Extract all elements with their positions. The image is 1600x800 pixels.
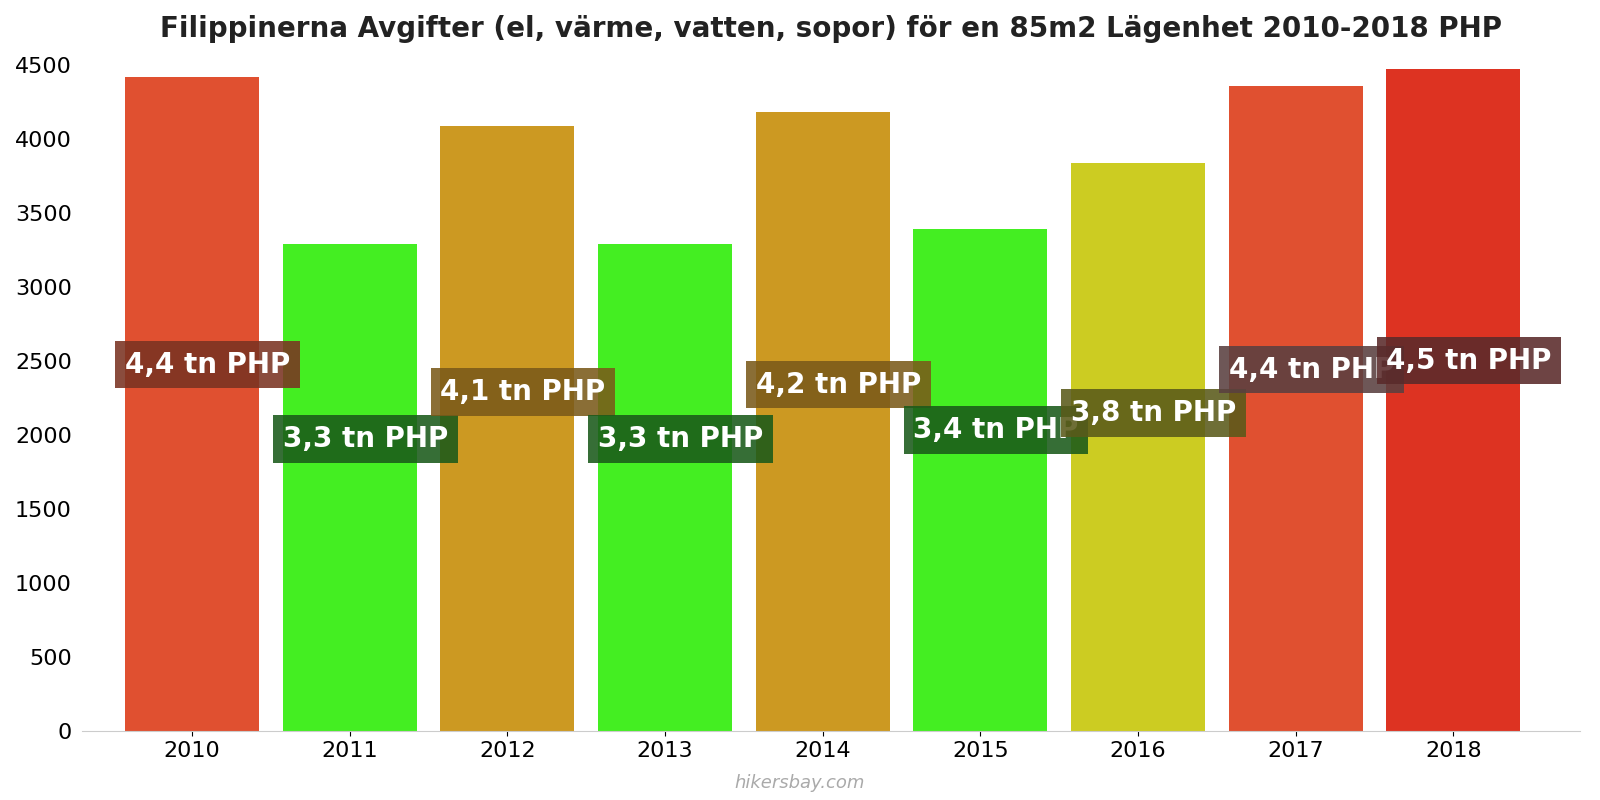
Text: 3,4 tn PHP: 3,4 tn PHP <box>914 416 1078 444</box>
Bar <box>283 244 416 731</box>
Bar <box>1386 70 1520 731</box>
Bar <box>125 77 259 731</box>
Text: 4,4 tn PHP: 4,4 tn PHP <box>1229 356 1394 384</box>
Text: 4,1 tn PHP: 4,1 tn PHP <box>440 378 605 406</box>
Text: 3,8 tn PHP: 3,8 tn PHP <box>1070 398 1237 426</box>
Bar <box>914 229 1048 731</box>
Bar <box>1229 86 1363 731</box>
Text: 4,5 tn PHP: 4,5 tn PHP <box>1386 346 1552 374</box>
Text: 4,2 tn PHP: 4,2 tn PHP <box>755 370 922 398</box>
Text: hikersbay.com: hikersbay.com <box>734 774 866 792</box>
Bar <box>1070 162 1205 731</box>
Bar <box>598 244 733 731</box>
Title: Filippinerna Avgifter (el, värme, vatten, sopor) för en 85m2 Lägenhet 2010-2018 : Filippinerna Avgifter (el, värme, vatten… <box>160 15 1501 43</box>
Bar <box>755 112 890 731</box>
Text: 3,3 tn PHP: 3,3 tn PHP <box>283 425 448 453</box>
Text: 3,3 tn PHP: 3,3 tn PHP <box>598 425 763 453</box>
Text: 4,4 tn PHP: 4,4 tn PHP <box>125 350 290 378</box>
Bar <box>440 126 574 731</box>
